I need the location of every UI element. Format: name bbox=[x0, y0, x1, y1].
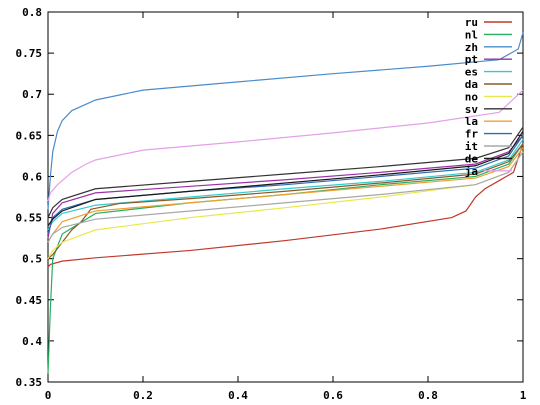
legend-label-ru: ru bbox=[465, 16, 478, 29]
series-line-nl bbox=[47, 143, 524, 374]
x-tick-label: 0 bbox=[45, 389, 52, 402]
y-tick-label: 0.55 bbox=[16, 212, 43, 225]
y-tick-label: 0.75 bbox=[16, 47, 43, 60]
y-tick-label: 0.6 bbox=[22, 170, 42, 183]
legend-label-la: la bbox=[465, 115, 478, 128]
series-line-fr bbox=[47, 134, 524, 235]
legend-label-fr: fr bbox=[465, 128, 479, 141]
y-tick-label: 0.7 bbox=[22, 88, 42, 101]
legend-label-nl: nl bbox=[465, 28, 478, 41]
legend-label-it: it bbox=[465, 140, 478, 153]
series-line-la bbox=[47, 147, 524, 243]
legend-label-zh: zh bbox=[465, 41, 478, 54]
legend-label-es: es bbox=[465, 66, 478, 79]
y-tick-label: 0.8 bbox=[22, 6, 42, 19]
legend-label-de: de bbox=[465, 152, 479, 165]
legend-label-no: no bbox=[465, 90, 479, 103]
x-tick-label: 1 bbox=[520, 389, 527, 402]
series-line-ja bbox=[47, 89, 524, 202]
x-tick-label: 0.4 bbox=[228, 389, 248, 402]
series-line-de bbox=[47, 130, 524, 227]
series-line-ru bbox=[47, 143, 524, 268]
series-lines bbox=[47, 32, 524, 374]
x-tick-label: 0.2 bbox=[133, 389, 153, 402]
x-tick-label: 0.6 bbox=[323, 389, 343, 402]
x-tick-label: 0.8 bbox=[418, 389, 438, 402]
legend-label-pt: pt bbox=[465, 53, 478, 66]
series-line-it bbox=[47, 151, 524, 243]
y-tick-label: 0.4 bbox=[22, 335, 42, 348]
series-line-es bbox=[47, 139, 524, 231]
y-tick-label: 0.65 bbox=[16, 129, 43, 142]
plot-frame bbox=[47, 11, 524, 383]
axis-ticks: 0.35 0.4 0.45 0.5 0.55 0.6 0.65 0.7 0.75 0.8 0 0.2 0… bbox=[16, 6, 527, 402]
legend-label-sv: sv bbox=[465, 103, 479, 116]
y-tick-label: 0.35 bbox=[16, 376, 43, 389]
y-tick-label: 0.5 bbox=[22, 253, 42, 266]
legend-label-da: da bbox=[465, 78, 478, 91]
y-tick-label: 0.45 bbox=[16, 294, 43, 307]
series-line-sv bbox=[47, 126, 524, 218]
legend-label-ja: ja bbox=[465, 165, 478, 178]
series-line-zh bbox=[47, 32, 524, 210]
